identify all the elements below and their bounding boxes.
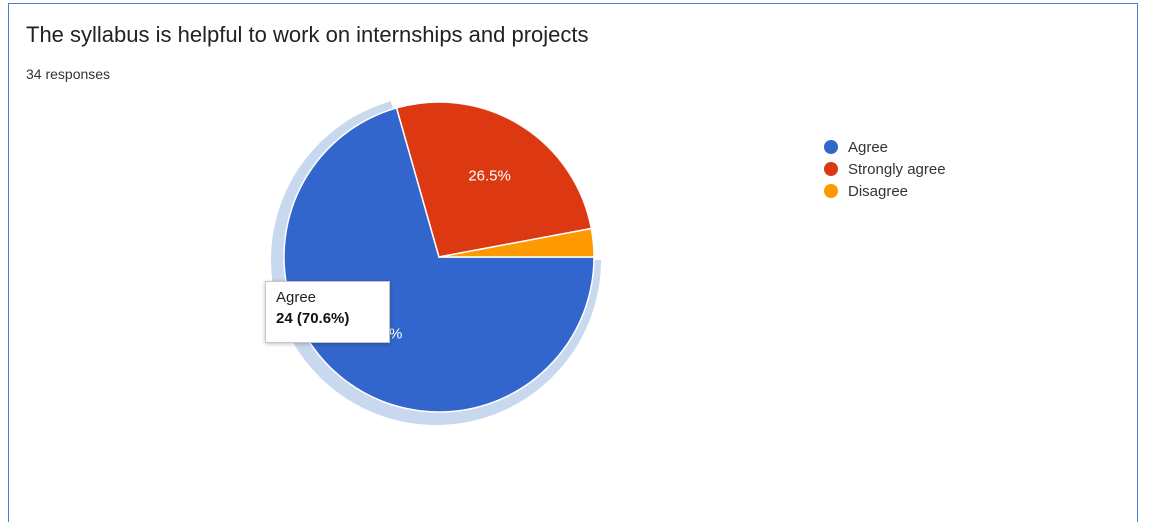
chart-legend: Agree Strongly agree Disagree [824,136,946,202]
legend-swatch-strongly-agree [824,162,838,176]
response-count: 34 responses [26,66,111,82]
slice-tooltip: Agree 24 (70.6%) [265,281,390,343]
tooltip-value: 24 (70.6%) [276,310,350,327]
legend-item-strongly-agree[interactable]: Strongly agree [824,158,946,180]
legend-swatch-agree [824,140,838,154]
legend-item-disagree[interactable]: Disagree [824,180,946,202]
pie-slice-strongly-agree[interactable] [395,101,593,258]
pie-slice-disagree[interactable] [438,227,595,258]
question-title: The syllabus is helpful to work on inter… [26,22,589,47]
legend-swatch-disagree [824,184,838,198]
slice-label-strongly-agree: 26.5% [468,167,511,184]
pie-chart: 70.6%26.5% [271,101,601,425]
legend-label-agree: Agree [848,138,889,156]
legend-item-agree[interactable]: Agree [824,136,946,158]
tooltip-label: Agree [276,289,317,306]
question-card: The syllabus is helpful to work on inter… [8,3,1138,522]
legend-label-disagree: Disagree [848,182,909,200]
legend-label-strongly-agree: Strongly agree [848,160,946,178]
